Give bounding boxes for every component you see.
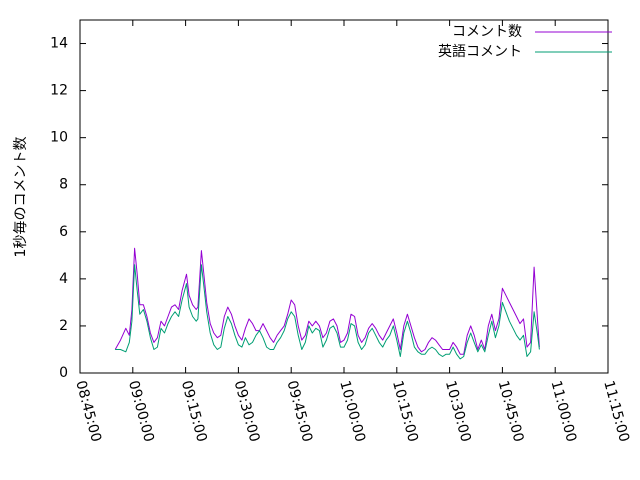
series-line-1	[114, 247, 540, 355]
x-tick-label: 10:30:00	[442, 379, 474, 444]
x-tick-label: 10:00:00	[336, 379, 368, 444]
x-tick-label: 09:15:00	[178, 379, 210, 444]
y-tick-label: 14	[50, 36, 68, 52]
x-axis-ticks: 08:45:00 09:00:00 09:15:00 09:30:00 09:45:00…	[72, 20, 632, 444]
x-tick-label: 09:00:00	[125, 379, 157, 444]
x-tick-label: 09:45:00	[283, 379, 315, 444]
legend-label: コメント数	[452, 24, 522, 40]
y-tick-label: 0	[59, 365, 68, 381]
y-tick-label: 4	[59, 271, 68, 287]
plot-frame	[79, 19, 609, 374]
y-axis-label: 1秒毎のコメント数	[13, 137, 29, 258]
x-tick-label: 09:30:00	[231, 379, 263, 444]
y-tick-label: 6	[59, 224, 68, 240]
x-tick-label: 11:15:00	[600, 379, 632, 444]
y-tick-label: 12	[50, 83, 68, 99]
series-line-2	[115, 264, 540, 360]
x-tick-label: 11:00:00	[547, 379, 579, 444]
y-axis-ticks: 0 2 4 6 8 10 12 14	[50, 36, 608, 381]
y-tick-label: 2	[59, 318, 68, 334]
x-tick-label: 10:15:00	[389, 379, 421, 444]
plot-area	[79, 19, 609, 374]
y-tick-label: 10	[50, 130, 68, 146]
series-lines	[114, 247, 540, 360]
y-tick-label: 8	[59, 177, 68, 193]
x-tick-label: 08:45:00	[72, 379, 104, 444]
x-tick-label: 10:45:00	[495, 379, 527, 444]
legend-label: 英語コメント	[438, 43, 522, 60]
